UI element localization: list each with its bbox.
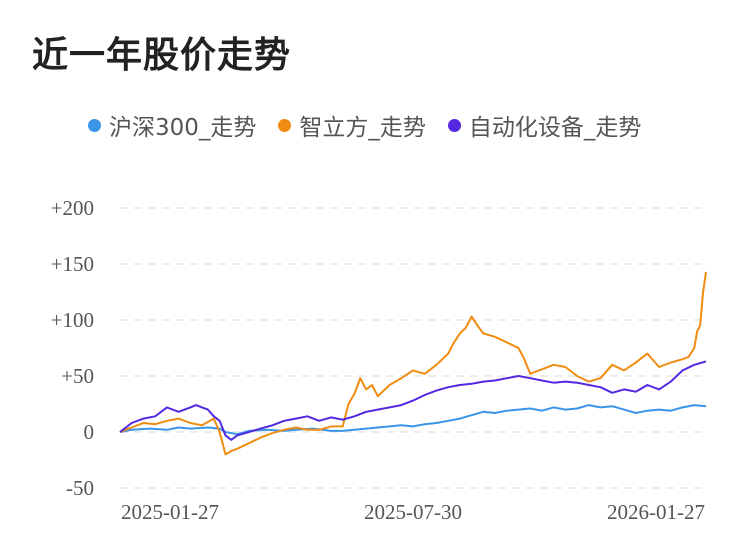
series-line-zhilifang <box>119 271 707 456</box>
x-tick-label: 2025-01-27 <box>121 500 219 524</box>
y-tick-label: 0 <box>84 420 95 444</box>
legend-item-automation[interactable]: 自动化设备_走势 <box>447 108 642 142</box>
x-tick-label: 2025-07-30 <box>364 500 462 524</box>
x-tick-label: 2026-01-27 <box>607 500 705 524</box>
y-tick-label: +50 <box>61 364 94 388</box>
legend-dot-automation <box>447 118 461 132</box>
legend-item-zhilifang[interactable]: 智立方_走势 <box>278 108 426 142</box>
legend-label-zhilifang: 智立方_走势 <box>299 115 426 141</box>
y-tick-label: +100 <box>51 308 94 332</box>
chart-legend: 沪深300_走势 智立方_走势 自动化设备_走势 <box>88 108 641 142</box>
y-tick-label: -50 <box>66 476 94 500</box>
legend-dot-hs300 <box>88 118 101 132</box>
legend-label-automation: 自动化设备_走势 <box>468 115 642 141</box>
chart-title: 近一年股价走势 <box>32 35 292 76</box>
legend-label-hs300: 沪深300_走势 <box>109 115 257 141</box>
series-line-automation <box>119 360 707 441</box>
y-tick-label: +150 <box>51 252 94 276</box>
y-tick-label: +200 <box>51 196 94 220</box>
legend-dot-zhilifang <box>278 118 292 132</box>
legend-item-hs300[interactable]: 沪深300_走势 <box>88 108 256 142</box>
